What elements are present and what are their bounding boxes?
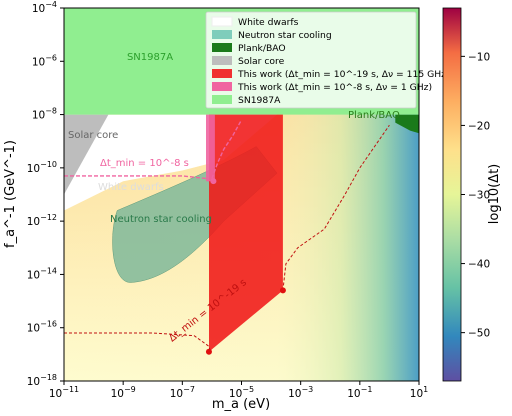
- legend-label: This work (Δt_min = 10^-8 s, Δν = 1 GHz): [237, 82, 432, 93]
- red-dashed-curve: [64, 332, 211, 352]
- x-tick-label: 10−11: [49, 385, 79, 400]
- plank-bao-region: [395, 114, 419, 134]
- x-tick-label: 10−7: [170, 385, 195, 400]
- annotation-sn1987a: SN1987A: [127, 52, 173, 63]
- red-dashed-curve-right: [282, 124, 390, 291]
- legend-label: SN1987A: [238, 95, 281, 106]
- annotation-plank-bao: Plank/BAO: [348, 110, 400, 121]
- y-tick-label: 10−14: [27, 266, 57, 281]
- y-tick-label: 10−8: [32, 107, 57, 122]
- y-tick-label: 10−4: [32, 0, 57, 15]
- colorbar-tick-label: −50: [468, 328, 490, 340]
- annotation-white-dwarfs: White dwarfs: [98, 182, 164, 193]
- x-axis-label: m_a (eV): [212, 397, 270, 412]
- this-work-red-region: [209, 114, 283, 352]
- colorbar-tick-label: −40: [468, 259, 490, 271]
- y-tick-label: 10−10: [27, 160, 57, 175]
- x-tick-label: 10−5: [229, 385, 254, 400]
- red-endpoint-marker: [279, 287, 286, 294]
- legend-label: This work (Δt_min = 10^-19 s, Δν = 115 G…: [237, 69, 450, 80]
- colorbar-tick-label: −20: [468, 120, 490, 132]
- legend-swatch: [211, 16, 233, 27]
- this-work-pink-region: [206, 114, 215, 182]
- legend-swatch: [212, 69, 232, 78]
- legend-swatch: [212, 56, 232, 65]
- y-axis-ticks: 10−4 10−6 10−8 10−10 10−12 10−14 10−16 10−18: [27, 0, 64, 388]
- pink-dashed-curve: [64, 175, 210, 182]
- legend-label: White dwarfs: [238, 17, 299, 28]
- legend-swatch: [212, 43, 232, 52]
- colorbar-label: log10(Δt): [487, 164, 502, 225]
- y-tick-label: 10−12: [27, 213, 57, 228]
- annotation-dt-pink: Δt_min = 10^-8 s: [100, 158, 189, 169]
- x-tick-label: 101: [410, 385, 428, 400]
- colorbar-gradient: [442, 7, 462, 382]
- x-axis-ticks: 10−11 10−9 10−7 10−5 10−3 10−1 101: [49, 381, 428, 400]
- pink-endpoint-marker: [210, 178, 217, 185]
- solar-core-region: [64, 114, 109, 195]
- y-tick-label: 10−6: [32, 53, 57, 68]
- legend-swatch: [212, 82, 232, 91]
- legend-swatch: [212, 95, 232, 104]
- legend-label: Solar core: [238, 56, 285, 67]
- y-tick-label: 10−16: [27, 320, 57, 335]
- annotation-neutron-star: Neutron star cooling: [110, 214, 212, 225]
- legend-label: Plank/BAO: [238, 43, 286, 54]
- x-tick-label: 10−1: [347, 385, 372, 400]
- y-tick-label: 10−18: [27, 373, 57, 388]
- legend: White dwarfs Neutron star cooling Plank/BA…: [205, 11, 450, 109]
- pink-dashed-curve-right: [211, 119, 243, 179]
- x-tick-label: 10−3: [288, 385, 313, 400]
- legend-swatch: [212, 30, 232, 39]
- colorbar: −10 −20 −30 −40 −50 log10(Δt): [442, 7, 502, 382]
- annotation-solar-core: Solar core: [68, 130, 118, 141]
- colorbar-tick-label: −10: [468, 51, 490, 63]
- x-tick-label: 10−9: [111, 385, 136, 400]
- red-endpoint-marker: [205, 348, 212, 355]
- y-axis-label: f_a^-1 (GeV^-1): [3, 140, 18, 248]
- legend-box: [205, 11, 417, 109]
- legend-label: Neutron star cooling: [238, 30, 332, 41]
- colorbar-tick-label: −30: [468, 190, 490, 202]
